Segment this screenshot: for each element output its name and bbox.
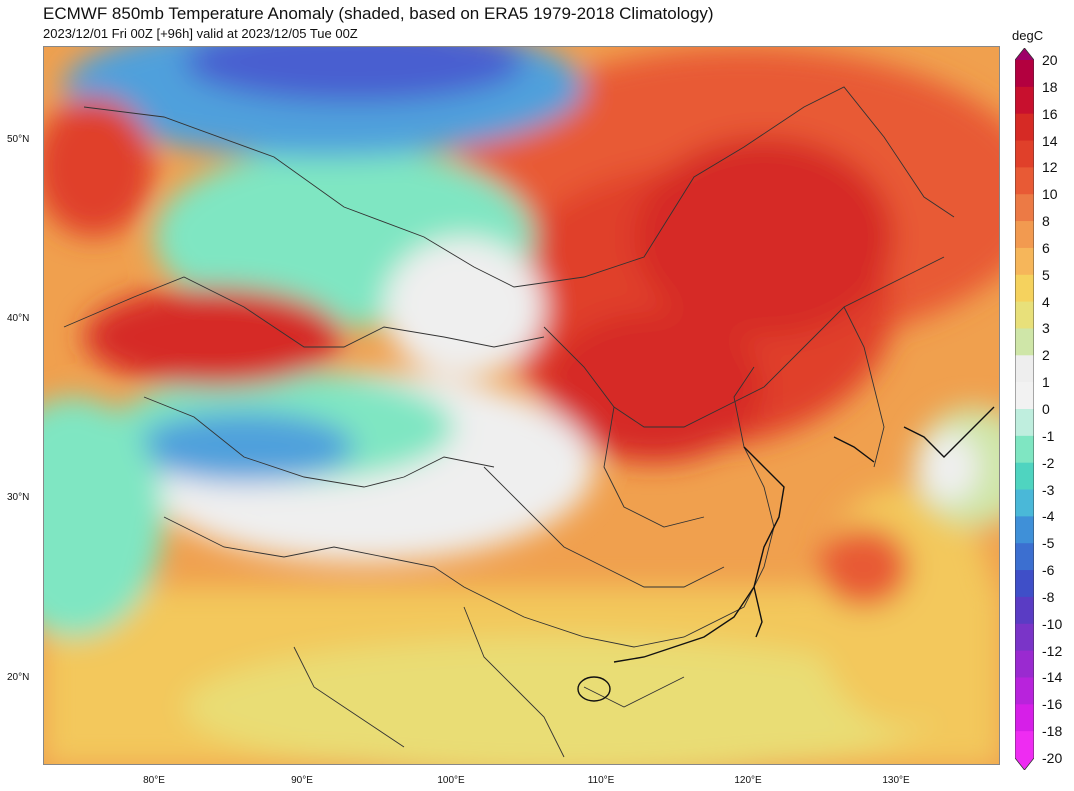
colorbar-tick-label: 3 — [1042, 320, 1050, 337]
colorbar-tick-label: 4 — [1042, 293, 1050, 310]
lat-label-20n: 20°N — [7, 672, 30, 683]
colorbar-tick-label: -6 — [1042, 562, 1055, 579]
colorbar-segment — [1015, 355, 1034, 383]
colorbar-tick-label: -12 — [1042, 642, 1063, 659]
lon-label-90e: 90°E — [291, 775, 313, 786]
colorbar-segment — [1015, 677, 1034, 705]
colorbar-tick-label: 6 — [1042, 239, 1050, 256]
lat-label-30n: 30°N — [7, 492, 30, 503]
colorbar-top-extend — [1015, 48, 1034, 60]
lat-label-40n: 40°N — [7, 313, 30, 324]
colorbar-segment — [1015, 489, 1034, 517]
coastline — [577, 406, 995, 702]
colorbar-tick-label: -14 — [1042, 669, 1063, 686]
colorbar-tick-label: -8 — [1042, 588, 1055, 605]
map-panel — [43, 46, 1000, 765]
colorbar-tick-label: -3 — [1042, 481, 1055, 498]
colorbar-bottom-extend — [1015, 758, 1034, 770]
colorbar-tick-label: -20 — [1042, 750, 1063, 766]
colorbar-tick-label: 1 — [1042, 374, 1050, 391]
colorbar-segment — [1015, 382, 1034, 410]
lon-label-130e: 130°E — [882, 775, 910, 786]
colorbar-segment — [1015, 543, 1034, 571]
colorbar-tick-label: 14 — [1042, 132, 1058, 149]
colorbar-tick-label: 2 — [1042, 347, 1050, 364]
lon-label-110e: 110°E — [587, 775, 615, 786]
lon-label-80e: 80°E — [143, 775, 165, 786]
colorbar-segment — [1015, 704, 1034, 732]
colorbar-tick-label: -10 — [1042, 615, 1063, 632]
colorbar-segment — [1015, 409, 1034, 437]
colorbar-tick-label: 8 — [1042, 213, 1050, 230]
colorbar-tick-label: -2 — [1042, 454, 1055, 471]
colorbar-tick-label: 0 — [1042, 401, 1050, 417]
chart-title: ECMWF 850mb Temperature Anomaly (shaded,… — [43, 4, 714, 23]
colorbar-segment — [1015, 140, 1034, 168]
colorbar-segment — [1015, 194, 1034, 222]
colorbar-segment — [1015, 596, 1034, 625]
colorbar-tick-label: 18 — [1042, 78, 1058, 95]
colorbar-segment — [1015, 301, 1034, 329]
chart-subtitle: 2023/12/01 Fri 00Z [+96h] valid at 2023/… — [43, 26, 358, 41]
colorbar-segment — [1015, 435, 1034, 464]
colorbar-segment — [1015, 167, 1034, 195]
colorbar-segment — [1015, 731, 1034, 759]
lat-label-50n: 50°N — [7, 134, 30, 145]
colorbar-tick-label: -18 — [1042, 723, 1063, 740]
colorbar-tick-label: 12 — [1042, 159, 1058, 176]
colorbar-tick-label: -5 — [1042, 535, 1055, 552]
colorbar-tick-label: 5 — [1042, 266, 1050, 283]
boundaries — [63, 86, 955, 758]
colorbar-tick-label: -16 — [1042, 696, 1063, 713]
colorbar-segment — [1015, 650, 1034, 678]
colorbar-segment — [1015, 516, 1034, 544]
colorbar-segment — [1015, 623, 1034, 652]
shaded-anomaly — [44, 47, 999, 764]
lon-label-100e: 100°E — [437, 775, 465, 786]
colorbar-segment — [1015, 221, 1034, 249]
colorbar-segment — [1015, 328, 1034, 356]
anomaly-map — [44, 47, 999, 764]
colorbar-tick-label: -1 — [1042, 427, 1055, 444]
colorbar-tick-label: 16 — [1042, 105, 1058, 122]
lon-label-120e: 120°E — [734, 775, 762, 786]
colorbar-unit: degC — [1012, 28, 1044, 43]
colorbar-tick-label: 20 — [1042, 52, 1058, 68]
colorbar-segment — [1015, 462, 1034, 491]
colorbar-tick-label: -4 — [1042, 508, 1055, 525]
colorbar-tick-label: 10 — [1042, 186, 1058, 203]
colorbar-segment — [1015, 570, 1034, 598]
colorbar-segment — [1015, 60, 1034, 88]
colorbar — [1015, 48, 1034, 770]
colorbar-segment — [1015, 113, 1034, 142]
colorbar-segment — [1015, 86, 1034, 115]
colorbar-segment — [1015, 247, 1034, 276]
colorbar-segment — [1015, 274, 1034, 303]
